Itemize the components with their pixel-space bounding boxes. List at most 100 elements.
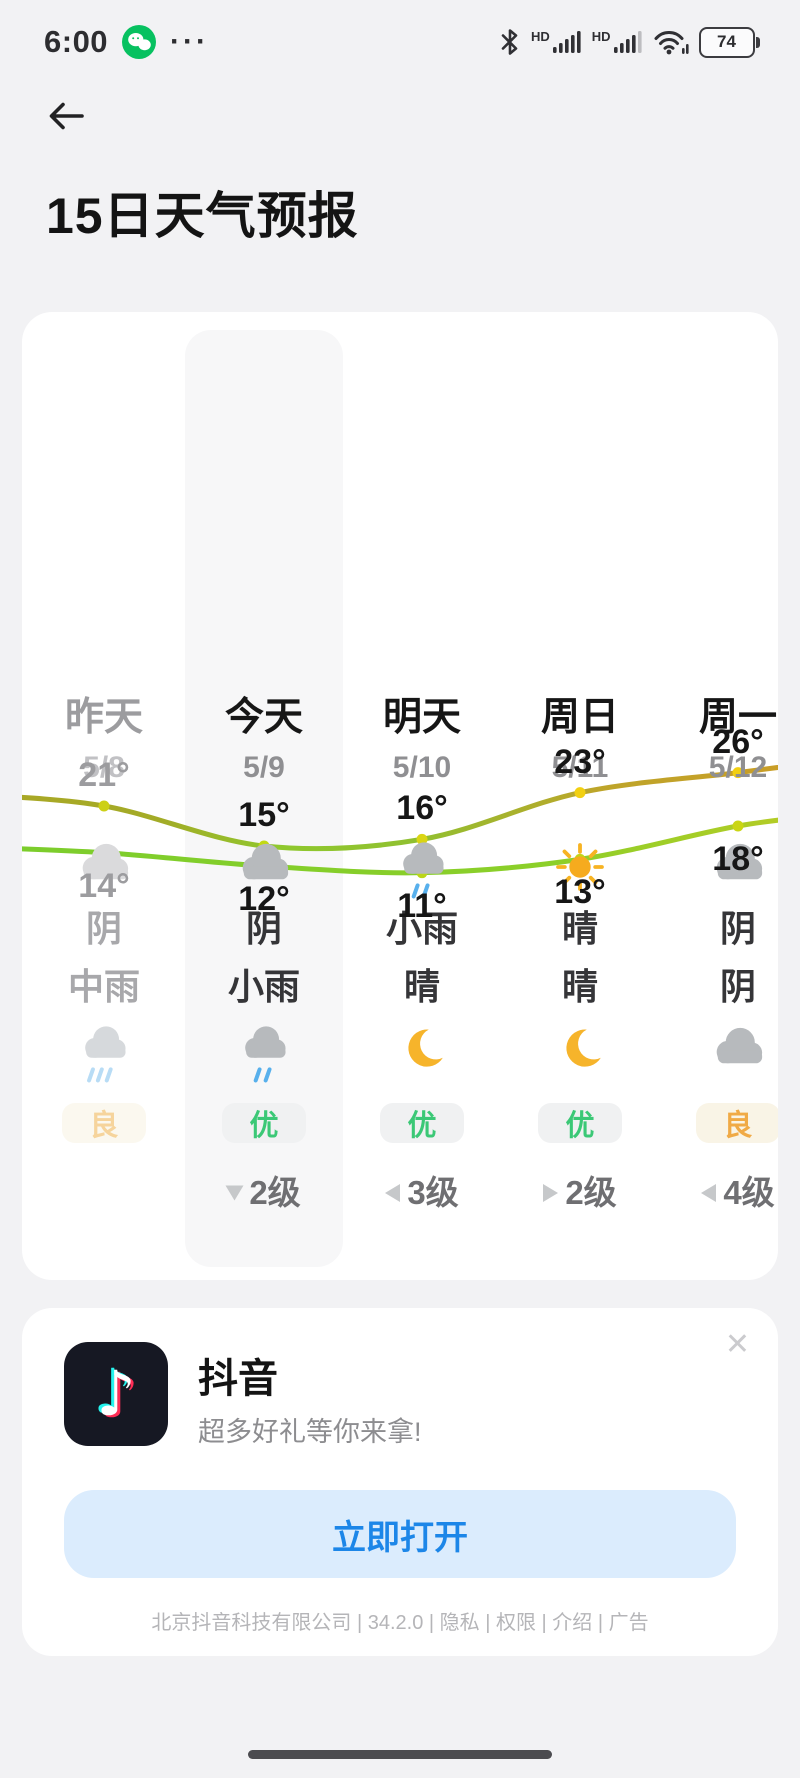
wind-level-label: 4级 [723, 1174, 775, 1211]
ad-open-button[interactable]: 立即打开 [64, 1490, 736, 1578]
low-temp-label: 11° [397, 886, 447, 925]
high-temp-label: 26° [712, 722, 764, 761]
high-temp-label: 15° [238, 796, 290, 834]
page-title: 15日天气预报 [46, 188, 359, 244]
air-quality-badge: 良 [696, 1103, 778, 1143]
night-condition-label: 晴 [403, 966, 440, 1007]
day-label: 周一 [698, 696, 777, 739]
night-weather-icon-wrap [343, 1024, 501, 1078]
back-button[interactable] [44, 94, 88, 138]
status-bar: 6:00 ··· HD [0, 20, 800, 64]
cloud-icon [242, 843, 289, 880]
wind-direction-icon [225, 1185, 244, 1201]
wind-level-label: 2级 [565, 1174, 617, 1211]
ad-tagline: 超多好礼等你来拿! [198, 1417, 422, 1447]
rain-icon [245, 1026, 286, 1083]
night-weather-icon-wrap [185, 1024, 343, 1086]
day-weather-icon-wrap [185, 840, 343, 886]
wechat-notification-icon [122, 25, 157, 59]
low-temp-label: 13° [554, 873, 606, 912]
rain-icon [403, 842, 444, 899]
wind-direction-icon [543, 1184, 559, 1202]
ad-close-icon[interactable]: ✕ [724, 1328, 750, 1361]
day-weather-icon-wrap [343, 840, 501, 902]
wind-direction-icon [385, 1184, 401, 1202]
air-quality-badge: 优 [538, 1103, 622, 1143]
douyin-app-icon: ♪ [64, 1342, 168, 1446]
air-quality-badge-wrap: 优 [185, 1103, 343, 1143]
night-weather-icon-wrap [659, 1024, 778, 1070]
cellular-signal-2-icon: HD [592, 27, 643, 57]
ad-app-name: 抖音 [198, 1357, 278, 1401]
wind-level-label: 2级 [249, 1174, 301, 1211]
day-weather-icon-wrap [501, 840, 659, 894]
air-quality-badge: 优 [222, 1103, 306, 1143]
ad-card[interactable]: ✕ ♪ 抖音 超多好礼等你来拿! 立即打开 北京抖音科技有限公司 | 34.2.… [22, 1308, 778, 1656]
air-quality-badge: 良 [62, 1103, 146, 1143]
night-weather-icon-wrap [25, 1024, 183, 1086]
night-condition-label: 阴 [719, 966, 756, 1007]
cloud-light-icon [82, 843, 129, 880]
forecast-column-3[interactable]: 明天 5/10 小雨 16° 11° 晴优 3级 [343, 312, 501, 1280]
ad-legal-footer: 北京抖音科技有限公司 | 34.2.0 | 隐私 | 权限 | 介绍 | 广告 [151, 1612, 649, 1634]
night-condition-label: 小雨 [227, 966, 300, 1007]
forecast-column-1[interactable]: 昨天 5/8 阴 21° 14° 中雨良 [25, 312, 183, 1280]
wind-cell: 3级 [343, 1173, 501, 1213]
day-label: 昨天 [64, 696, 143, 739]
air-quality-badge-wrap: 优 [501, 1103, 659, 1143]
wind-cell: 2级 [185, 1173, 343, 1213]
cellular-signal-1-icon: HD [531, 27, 582, 57]
date-label: 5/10 [392, 751, 452, 784]
day-condition-label: 小雨 [385, 908, 458, 949]
air-quality-badge-wrap: 良 [25, 1103, 183, 1143]
forecast-column-4[interactable]: 周日 5/11 晴 23° 13° 晴优 2级 [501, 312, 659, 1280]
high-temp-label: 23° [554, 742, 606, 781]
cloud-icon [716, 1027, 763, 1064]
day-label: 今天 [224, 696, 303, 739]
low-temp-label: 12° [238, 880, 290, 918]
date-label: 5/12 [708, 751, 768, 784]
moon-icon [408, 1029, 443, 1067]
wind-direction-icon [701, 1184, 717, 1202]
battery-icon: 74 [698, 26, 760, 58]
day-label: 周日 [540, 696, 619, 739]
high-temp-label: 21° [78, 755, 130, 794]
air-quality-badge-wrap: 良 [659, 1103, 778, 1143]
day-label: 明天 [382, 696, 461, 739]
day-weather-icon-wrap [25, 840, 183, 886]
date-label: 5/11 [551, 751, 609, 784]
night-weather-icon-wrap [501, 1024, 659, 1078]
forecast-column-2[interactable]: 今天 5/9 阴 15° 12° 小雨优 2级 [185, 312, 343, 1280]
forecast-column-5[interactable]: 周一 5/12 阴 26° 18° 阴良 4级 [659, 312, 778, 1280]
day-condition-label: 晴 [561, 908, 598, 949]
moon-icon [566, 1029, 601, 1067]
clock-time: 6:00 [44, 24, 109, 59]
air-quality-badge: 优 [380, 1103, 464, 1143]
wind-cell: 4级 [659, 1173, 778, 1213]
day-weather-icon-wrap [659, 840, 778, 886]
low-temp-label: 14° [78, 866, 130, 905]
battery-percent: 74 [717, 32, 736, 51]
air-quality-badge-wrap: 优 [343, 1103, 501, 1143]
wifi-icon [653, 27, 689, 57]
low-temp-label: 18° [712, 839, 764, 878]
music-note-icon: ♪ [96, 1357, 136, 1430]
sun-icon [556, 843, 604, 891]
bluetooth-icon [499, 27, 521, 57]
cloud-icon [716, 843, 763, 880]
notification-overflow-icon: ··· [170, 25, 210, 58]
home-indicator[interactable] [248, 1750, 552, 1759]
forecast-card: 昨天 5/8 阴 21° 14° 中雨良 今天 5/9 阴 15° 12° 小雨优 2级 明天 5/10 小雨… [22, 312, 778, 1280]
high-temp-label: 16° [396, 789, 448, 828]
date-label: 5/9 [243, 751, 285, 784]
wind-cell: 2级 [501, 1173, 659, 1213]
back-arrow-icon [49, 102, 84, 130]
night-condition-label: 晴 [561, 966, 598, 1007]
day-condition-label: 阴 [719, 908, 756, 949]
day-condition-label: 阴 [245, 908, 282, 949]
night-condition-label: 中雨 [67, 966, 140, 1007]
wind-level-label: 3级 [407, 1174, 459, 1211]
rain-light-icon [85, 1026, 126, 1083]
date-label: 5/8 [83, 751, 125, 784]
day-condition-label: 阴 [85, 908, 122, 949]
